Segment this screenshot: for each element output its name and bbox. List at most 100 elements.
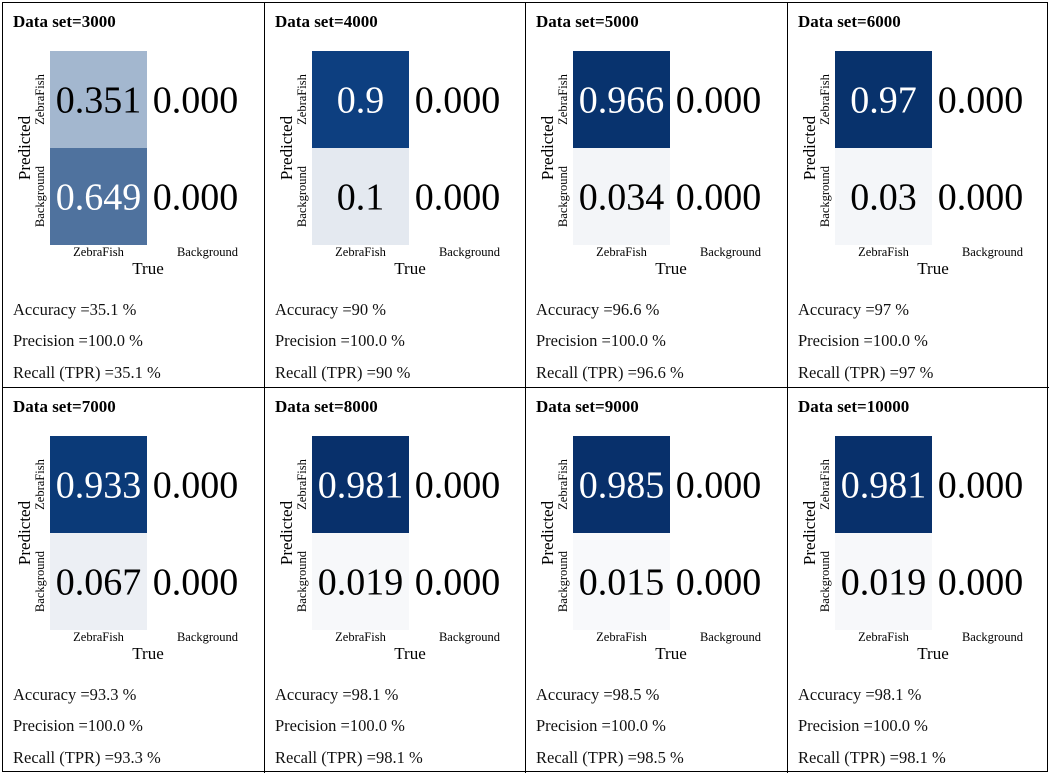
y-tick-label: ZebraFish [556,458,570,509]
y-axis-label: Predicted [800,500,819,565]
matrix-cell [50,436,147,533]
matrix-cell-value: 0.034 [579,177,665,219]
x-tick-label: Background [700,630,762,644]
panel-title: Data set=8000 [275,397,378,416]
matrix-cell [670,51,767,148]
x-tick-label: ZebraFish [73,630,124,644]
precision-text: Precision =100.0 % [536,331,666,350]
y-tick-label: ZebraFish [295,458,309,509]
matrix-cell-value: 0.351 [56,80,142,122]
y-tick-label: Background [33,165,47,227]
x-tick-label: Background [700,245,762,259]
x-tick-label: ZebraFish [335,245,386,259]
recall-text: Recall (TPR) =98.5 % [536,748,684,767]
matrix-cell-value: 0.000 [153,177,239,219]
accuracy-text: Accuracy =93.3 % [13,685,137,704]
x-tick-label: Background [962,630,1024,644]
matrix-cell [409,51,506,148]
recall-text: Recall (TPR) =96.6 % [536,363,684,382]
x-axis-label: True [917,259,949,278]
y-axis-label: Predicted [538,500,557,565]
x-axis-label: True [917,644,949,663]
matrix-cell [147,436,244,533]
y-tick-label: Background [33,550,47,612]
panel-dataset-7000: Data set=7000 0.933 0.000 0.067 0.000 ZebraF… [3,388,265,773]
panel-dataset-5000: Data set=5000 0.966 0.000 0.034 0.000 ZebraF… [526,3,788,388]
matrix-cell-value: 0.933 [56,465,142,507]
y-axis-label: Predicted [15,115,34,180]
panel-dataset-3000: Data set=3000 0.351 0.000 0.649 0.000 ZebraF… [3,3,265,388]
accuracy-text: Accuracy =98.1 % [275,685,399,704]
panel-dataset-10000: Data set=10000 0.981 0.000 0.019 0.000 Zebra… [788,388,1049,773]
matrix-cell [835,436,932,533]
panel-title: Data set=10000 [798,397,910,416]
panel-title: Data set=6000 [798,12,901,31]
y-tick-label: Background [295,165,309,227]
y-tick-label: Background [818,165,832,227]
matrix-cell-value: 0.015 [579,562,665,604]
accuracy-text: Accuracy =96.6 % [536,300,660,319]
precision-text: Precision =100.0 % [536,716,666,735]
matrix-cell [312,436,409,533]
matrix-cell [312,148,409,245]
y-tick-label: ZebraFish [295,73,309,124]
y-tick-label: ZebraFish [818,73,832,124]
matrix-cell [932,51,1029,148]
y-tick-label: ZebraFish [33,458,47,509]
y-tick-label: Background [556,550,570,612]
matrix-cell [147,533,244,630]
confusion-matrix: 0.981 0.0000.019 0.000ZebraFishBackgroundP… [277,436,506,663]
precision-text: Precision =100.0 % [13,716,143,735]
matrix-cell [50,533,147,630]
matrix-cell [573,148,670,245]
y-axis-label: Predicted [277,115,296,180]
confusion-matrix: 0.351 0.0000.649 0.000ZebraFishBackgroundP… [15,51,244,278]
matrix-cell-value: 0.000 [415,177,501,219]
matrix-cell [835,533,932,630]
panel-dataset-6000: Data set=6000 0.97 0.000 0.03 0.000 ZebraFis… [788,3,1049,388]
confusion-matrix: 0.981 0.0000.019 0.000ZebraFishBackgroundP… [800,436,1029,663]
matrix-cell-value: 0.000 [938,80,1024,122]
x-axis-label: True [394,644,426,663]
matrix-cell-value: 0.000 [938,465,1024,507]
matrix-cell-value: 0.981 [841,465,927,507]
matrix-cell [409,436,506,533]
x-tick-label: ZebraFish [596,245,647,259]
matrix-cell [50,51,147,148]
matrix-cell [312,51,409,148]
matrix-cell-value: 0.000 [676,465,762,507]
y-tick-label: Background [556,165,570,227]
matrix-cell [932,533,1029,630]
x-tick-label: ZebraFish [858,630,909,644]
matrix-cell [835,148,932,245]
matrix-cell-value: 0.000 [676,177,762,219]
matrix-cell-value: 0.649 [56,177,142,219]
confusion-matrix: 0.9 0.0000.1 0.000ZebraFishBackgroundPredi… [277,51,506,278]
y-axis-label: Predicted [800,115,819,180]
panel-dataset-8000: Data set=8000 0.981 0.000 0.019 0.000 ZebraF… [265,388,526,773]
matrix-cell-value: 0.000 [153,80,239,122]
matrix-cell-value: 0.000 [938,562,1024,604]
matrix-cell [312,533,409,630]
matrix-cell-value: 0.000 [153,465,239,507]
matrix-cell-value: 0.1 [337,177,385,219]
matrix-cell [409,533,506,630]
matrix-cell [670,436,767,533]
accuracy-text: Accuracy =90 % [275,300,387,319]
precision-text: Precision =100.0 % [275,331,405,350]
matrix-cell [147,148,244,245]
panel-title: Data set=3000 [13,12,116,31]
matrix-cell [573,533,670,630]
recall-text: Recall (TPR) =97 % [798,363,934,382]
precision-text: Precision =100.0 % [798,716,928,735]
matrix-cell [670,533,767,630]
accuracy-text: Accuracy =98.5 % [536,685,660,704]
x-tick-label: Background [962,245,1024,259]
panel-title: Data set=5000 [536,12,639,31]
matrix-cell-value: 0.000 [938,177,1024,219]
precision-text: Precision =100.0 % [275,716,405,735]
accuracy-text: Accuracy =98.1 % [798,685,922,704]
recall-text: Recall (TPR) =98.1 % [275,748,423,767]
accuracy-text: Accuracy =97 % [798,300,910,319]
